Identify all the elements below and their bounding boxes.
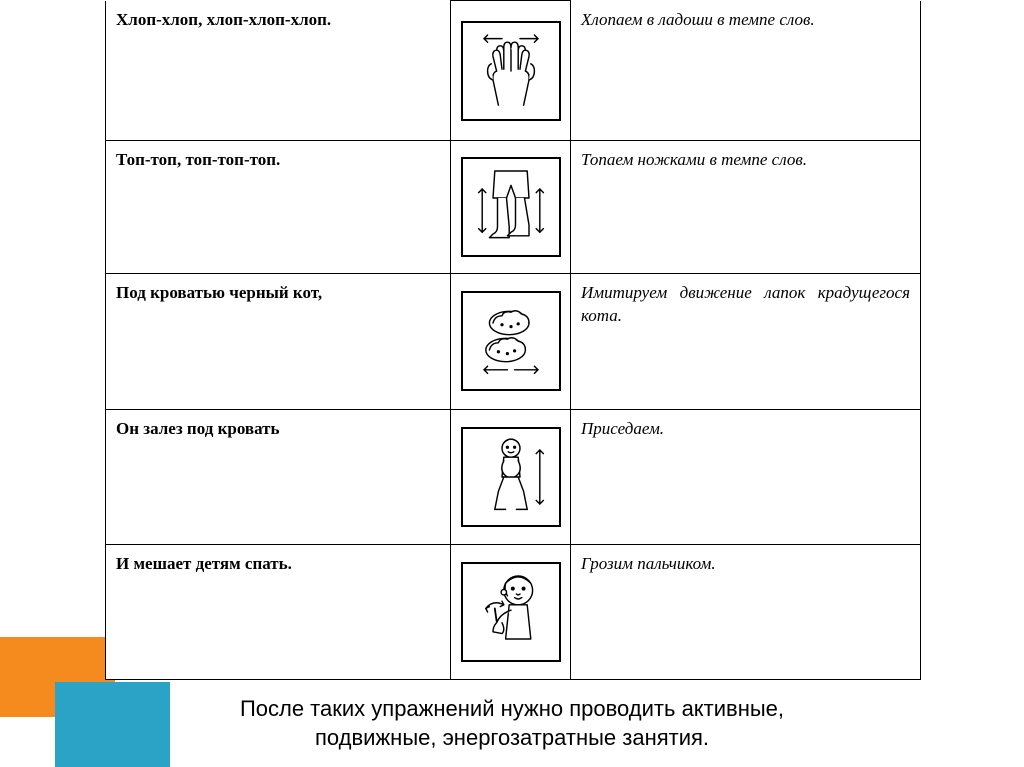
- wag-finger-icon: [461, 562, 561, 662]
- caption-text: После таких упражнений нужно проводить а…: [0, 694, 1024, 753]
- table-row: Топ-топ, топ-топ-топ. Т: [106, 141, 921, 274]
- phrase-cell: Хлоп-хлоп, хлоп-хлоп-хлоп.: [106, 1, 451, 141]
- image-cell: [451, 544, 571, 679]
- phrase-cell: И мешает детям спать.: [106, 544, 451, 679]
- description-cell: Имитируем движение лапок крадущегося кот…: [571, 274, 921, 409]
- table-row: И мешает детям спать.: [106, 544, 921, 679]
- description-cell: Грозим пальчиком.: [571, 544, 921, 679]
- phrase-cell: Он залез под кровать: [106, 409, 451, 544]
- cat-paws-icon: [461, 291, 561, 391]
- caption-line: После таких упражнений нужно проводить а…: [240, 696, 784, 721]
- table: Хлоп-хлоп, хлоп-хлоп-хлоп.: [105, 0, 921, 680]
- table-row: Под кроватью черный кот,: [106, 274, 921, 409]
- image-cell: [451, 141, 571, 274]
- clap-hands-icon: [461, 21, 561, 121]
- caption-line: подвижные, энергозатратные занятия.: [315, 725, 709, 750]
- phrase-cell: Топ-топ, топ-топ-топ.: [106, 141, 451, 274]
- table-row: Хлоп-хлоп, хлоп-хлоп-хлоп.: [106, 1, 921, 141]
- table-row: Он залез под кровать: [106, 409, 921, 544]
- phrase-cell: Под кроватью черный кот,: [106, 274, 451, 409]
- squat-child-icon: [461, 427, 561, 527]
- image-cell: [451, 274, 571, 409]
- description-cell: Хлопаем в ладоши в темпе слов.: [571, 1, 921, 141]
- exercise-table: Хлоп-хлоп, хлоп-хлоп-хлоп.: [105, 0, 920, 680]
- description-cell: Приседаем.: [571, 409, 921, 544]
- stomp-legs-icon: [461, 157, 561, 257]
- image-cell: [451, 409, 571, 544]
- image-cell: [451, 1, 571, 141]
- description-cell: Топаем ножками в темпе слов.: [571, 141, 921, 274]
